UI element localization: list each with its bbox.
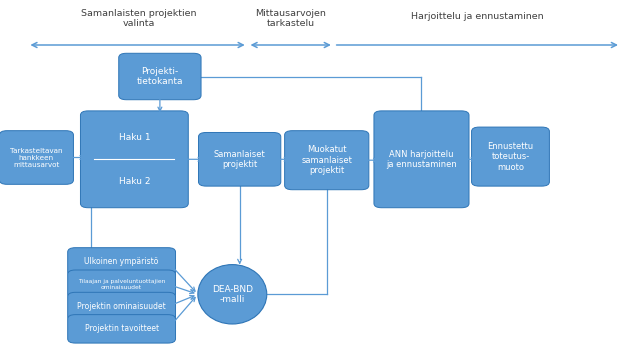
- Text: Projektin ominaisuudet: Projektin ominaisuudet: [77, 302, 166, 311]
- Text: Samanlaiset
projektit: Samanlaiset projektit: [214, 150, 266, 169]
- FancyBboxPatch shape: [68, 248, 175, 276]
- Text: Mittausarvojen
tarkastelu: Mittausarvojen tarkastelu: [255, 9, 326, 28]
- FancyBboxPatch shape: [68, 292, 175, 321]
- FancyBboxPatch shape: [472, 127, 549, 186]
- Text: Tarkasteltavan
hankkeen
mittausarvot: Tarkasteltavan hankkeen mittausarvot: [10, 148, 63, 167]
- Text: Ulkoinen ympäristö: Ulkoinen ympäristö: [84, 257, 159, 266]
- FancyBboxPatch shape: [374, 111, 469, 208]
- Text: Harjoittelu ja ennustaminen: Harjoittelu ja ennustaminen: [411, 12, 543, 21]
- FancyBboxPatch shape: [0, 131, 74, 184]
- Text: Samanlaisten projektien
valinta: Samanlaisten projektien valinta: [81, 9, 197, 28]
- FancyBboxPatch shape: [285, 131, 369, 190]
- FancyBboxPatch shape: [68, 315, 175, 343]
- FancyBboxPatch shape: [119, 53, 201, 100]
- Text: Ennustettu
toteutus-
muoto: Ennustettu toteutus- muoto: [488, 142, 534, 171]
- Text: Haku 1: Haku 1: [118, 133, 150, 142]
- Text: Tilaajan ja palveluntuottajien
ominaisuudet: Tilaajan ja palveluntuottajien ominaisuu…: [78, 279, 165, 289]
- Text: Projekti-
tietokanta: Projekti- tietokanta: [137, 67, 183, 86]
- FancyBboxPatch shape: [68, 270, 175, 298]
- Ellipse shape: [198, 265, 267, 324]
- Text: Haku 2: Haku 2: [118, 177, 150, 186]
- Text: Projektin tavoitteet: Projektin tavoitteet: [84, 324, 159, 333]
- Text: DEA-BND
-malli: DEA-BND -malli: [212, 285, 253, 304]
- FancyBboxPatch shape: [81, 111, 188, 208]
- FancyBboxPatch shape: [198, 132, 281, 186]
- Text: Muokatut
samanlaiset
projektit: Muokatut samanlaiset projektit: [301, 145, 352, 175]
- Text: ANN harjoittelu
ja ennustaminen: ANN harjoittelu ja ennustaminen: [386, 150, 457, 169]
